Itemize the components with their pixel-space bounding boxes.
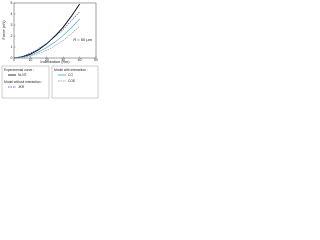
x-axis-title: Indentation (nm) [40, 59, 70, 64]
y-tick-label: 3 [11, 23, 13, 27]
legend-label: COE [68, 79, 76, 83]
legend-heading: Model without interaction : [4, 80, 42, 84]
series-line [13, 11, 80, 59]
y-tick-label: 1 [11, 45, 13, 49]
legend-label: Ni-NT [18, 73, 27, 77]
legend-heading: Experimental curve : [4, 68, 34, 72]
y-tick-label: 5 [11, 1, 13, 5]
x-tick-label: 20 [45, 58, 49, 62]
x-tick-label: 10 [28, 58, 32, 62]
x-tick-label: 0 [13, 58, 15, 62]
series-line [13, 18, 80, 59]
y-tick-label: 4 [11, 12, 13, 16]
legend-heading: Model with interaction : [54, 68, 88, 72]
legend-label: CO [68, 73, 73, 77]
series-line [13, 25, 80, 59]
x-tick-label: 50 [94, 58, 98, 62]
legend-label: JKR [18, 85, 25, 89]
annotation: R = 50 µm [73, 37, 92, 42]
y-tick-label: 2 [11, 34, 13, 38]
x-tick-label: 30 [61, 58, 65, 62]
plot-frame [13, 2, 97, 59]
series-line [13, 3, 80, 59]
x-tick-label: 40 [78, 58, 82, 62]
legend-box [51, 65, 99, 99]
legend-box [1, 65, 50, 99]
chart: Indentation (nm) Force (nN) R = 50 µm 0 1… [1, 1, 99, 99]
y-axis-title: Force (nN) [1, 20, 6, 40]
y-tick-label: 0 [11, 56, 13, 60]
